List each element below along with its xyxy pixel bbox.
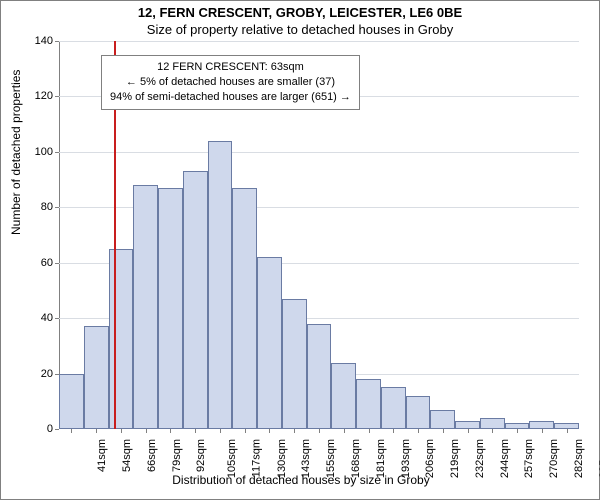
x-tick-mark <box>269 429 270 433</box>
histogram-bar <box>84 326 109 429</box>
y-tick-label: 40 <box>23 312 53 324</box>
grid-line <box>59 152 579 153</box>
histogram-bar <box>232 188 257 429</box>
x-tick-mark <box>220 429 221 433</box>
x-tick-mark <box>195 429 196 433</box>
y-tick-mark <box>55 152 59 153</box>
histogram-bar <box>133 185 158 429</box>
y-tick-label: 20 <box>23 368 53 380</box>
x-tick-mark <box>245 429 246 433</box>
x-tick-mark <box>344 429 345 433</box>
x-tick-mark <box>393 429 394 433</box>
histogram-bar <box>307 324 332 429</box>
histogram-bar <box>406 396 431 429</box>
x-tick-label: 54sqm <box>121 439 133 472</box>
y-tick-mark <box>55 429 59 430</box>
histogram-bar <box>356 379 381 429</box>
annotation-line-1: 12 FERN CRESCENT: 63sqm <box>110 60 351 75</box>
x-tick-mark <box>443 429 444 433</box>
x-tick-mark <box>369 429 370 433</box>
x-axis-label: Distribution of detached houses by size … <box>1 473 600 487</box>
histogram-bar <box>381 387 406 429</box>
chart-subtitle: Size of property relative to detached ho… <box>1 22 599 37</box>
x-tick-mark <box>71 429 72 433</box>
histogram-bar <box>430 410 455 429</box>
y-tick-label: 0 <box>23 423 53 435</box>
x-tick-label: 66sqm <box>146 439 158 472</box>
histogram-bar <box>331 363 356 430</box>
histogram-bar <box>109 249 134 429</box>
x-tick-mark <box>121 429 122 433</box>
y-tick-label: 120 <box>23 90 53 102</box>
annotation-line-3: 94% of semi-detached houses are larger (… <box>110 90 351 105</box>
histogram-bar <box>282 299 307 429</box>
x-tick-mark <box>468 429 469 433</box>
y-axis-line <box>59 41 60 429</box>
x-tick-mark <box>418 429 419 433</box>
x-tick-label: 79sqm <box>171 439 183 472</box>
grid-line <box>59 41 579 42</box>
y-tick-label: 60 <box>23 257 53 269</box>
chart-title: 12, FERN CRESCENT, GROBY, LEICESTER, LE6… <box>1 5 599 20</box>
x-tick-label: 41sqm <box>96 439 108 472</box>
y-tick-label: 80 <box>23 201 53 213</box>
x-tick-mark <box>146 429 147 433</box>
histogram-bar <box>183 171 208 429</box>
y-tick-mark <box>55 207 59 208</box>
y-tick-label: 100 <box>23 146 53 158</box>
title-block: 12, FERN CRESCENT, GROBY, LEICESTER, LE6… <box>1 1 599 37</box>
histogram-bar <box>158 188 183 429</box>
x-tick-mark <box>492 429 493 433</box>
chart-frame: 12, FERN CRESCENT, GROBY, LEICESTER, LE6… <box>0 0 600 500</box>
y-axis-label: Number of detached properties <box>9 70 23 235</box>
x-tick-mark <box>294 429 295 433</box>
y-tick-mark <box>55 41 59 42</box>
x-tick-mark <box>517 429 518 433</box>
histogram-bar <box>529 421 554 429</box>
x-tick-mark <box>319 429 320 433</box>
y-tick-mark <box>55 318 59 319</box>
histogram-bar <box>455 421 480 429</box>
histogram-bar <box>208 141 233 429</box>
x-tick-mark <box>542 429 543 433</box>
y-tick-mark <box>55 96 59 97</box>
histogram-bar <box>59 374 84 429</box>
annotation-box: 12 FERN CRESCENT: 63sqm ← 5% of detached… <box>101 55 360 110</box>
annotation-line-2: ← 5% of detached houses are smaller (37) <box>110 75 351 90</box>
x-tick-mark <box>96 429 97 433</box>
x-tick-label: 117sqm <box>250 439 262 477</box>
histogram-bar <box>480 418 505 429</box>
x-tick-mark <box>567 429 568 433</box>
y-tick-label: 140 <box>23 35 53 47</box>
x-tick-label: 92sqm <box>195 439 207 472</box>
histogram-bar <box>257 257 282 429</box>
y-tick-mark <box>55 263 59 264</box>
x-tick-mark <box>170 429 171 433</box>
